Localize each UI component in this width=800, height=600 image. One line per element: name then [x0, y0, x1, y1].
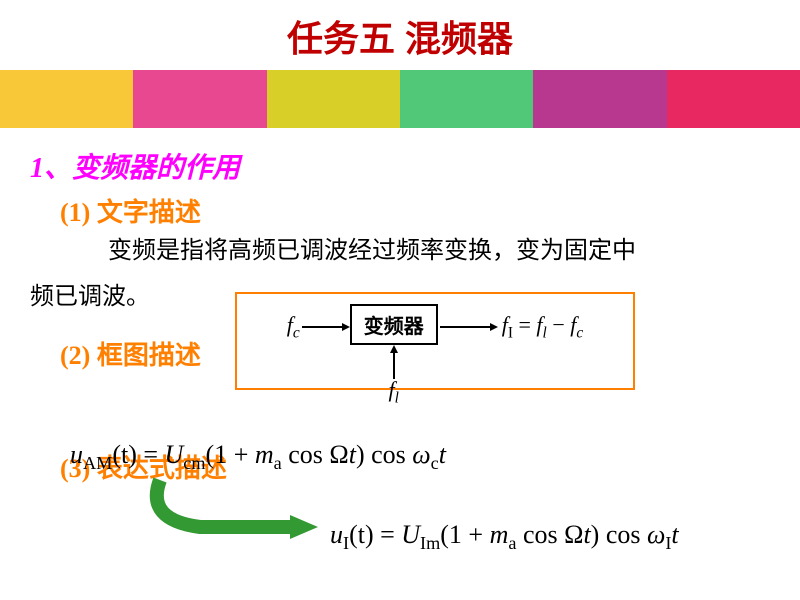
body-line2: 频已调波。	[30, 284, 150, 310]
eq1-U: U	[165, 440, 184, 469]
subheading-1: (1) 文字描述	[60, 192, 800, 229]
subheading-2: (2) 框图描述	[60, 335, 201, 372]
eq1-omegasub: c	[431, 453, 439, 473]
page-title: 任务五 混频器	[0, 0, 800, 62]
eq1-omega: ω	[412, 440, 430, 469]
eq1-cos1: cos Ω	[282, 440, 349, 469]
eq1-msub: a	[274, 453, 282, 473]
fc2-sub: c	[576, 324, 583, 341]
arrow-up-icon	[388, 345, 400, 379]
heading1-text: 1、变频器的作用	[30, 153, 240, 184]
eq-sign: =	[513, 312, 536, 337]
eq2-m: m	[490, 520, 509, 549]
eq1-open: (1 +	[206, 440, 255, 469]
banner-seg-3	[267, 70, 400, 128]
fc-sub: c	[293, 324, 300, 341]
body-line1: 变频是指将高频已调波经过频率变换，变为固定中	[108, 238, 636, 264]
banner-seg-1	[0, 70, 133, 128]
fl-sub: l	[395, 389, 399, 406]
input-label: fc	[287, 312, 300, 342]
eq1-m: m	[255, 440, 274, 469]
eq1-close: ) cos	[356, 440, 412, 469]
eq2-omega: ω	[647, 520, 665, 549]
banner-seg-4	[400, 70, 533, 128]
eq1-usub: AM	[83, 453, 112, 473]
eq2-t1: t	[583, 520, 590, 549]
banner-seg-5	[533, 70, 666, 128]
equation-1: uAM(t) = Ucm(1 + ma cos Ωt) cos ωct	[70, 440, 446, 474]
eq2-close: ) cos	[591, 520, 647, 549]
eq2-u: u	[330, 520, 343, 549]
eq1-t1: t	[349, 440, 356, 469]
eq1-u: u	[70, 440, 83, 469]
banner-seg-2	[133, 70, 266, 128]
arrow-in-icon	[300, 321, 350, 333]
sub2-label: (2) 框图描述	[60, 341, 201, 370]
converter-label: 变频器	[364, 316, 424, 338]
sub1-label: (1) 文字描述	[60, 198, 201, 227]
minus-sign: −	[547, 312, 570, 337]
eq2-Usub: Im	[420, 533, 440, 553]
block-diagram: fc 变频器 fl	[235, 292, 635, 390]
equation-2: uI(t) = UIm(1 + ma cos Ωt) cos ωIt	[330, 520, 679, 554]
eq1-Usub: cm	[183, 453, 205, 473]
body-text-1: 变频是指将高频已调波经过频率变换，变为固定中	[60, 233, 760, 269]
decorative-banner	[0, 70, 800, 128]
title-text: 任务五 混频器	[287, 18, 513, 59]
heading-1: 1、变频器的作用	[30, 146, 800, 186]
bottom-input: fl	[389, 377, 399, 407]
eq2-t2: t	[671, 520, 678, 549]
converter-box: 变频器	[350, 304, 438, 345]
eq1-t: (t) =	[112, 440, 164, 469]
eq2-cos1: cos Ω	[516, 520, 583, 549]
banner-seg-6	[667, 70, 800, 128]
output-equation: fI = fl − fc	[502, 312, 583, 342]
eq2-open: (1 +	[440, 520, 489, 549]
eq2-t: (t) =	[349, 520, 401, 549]
arrow-out-icon	[438, 321, 498, 333]
eq2-U: U	[401, 520, 420, 549]
curved-arrow-icon	[140, 475, 320, 545]
eq1-t2: t	[439, 440, 446, 469]
